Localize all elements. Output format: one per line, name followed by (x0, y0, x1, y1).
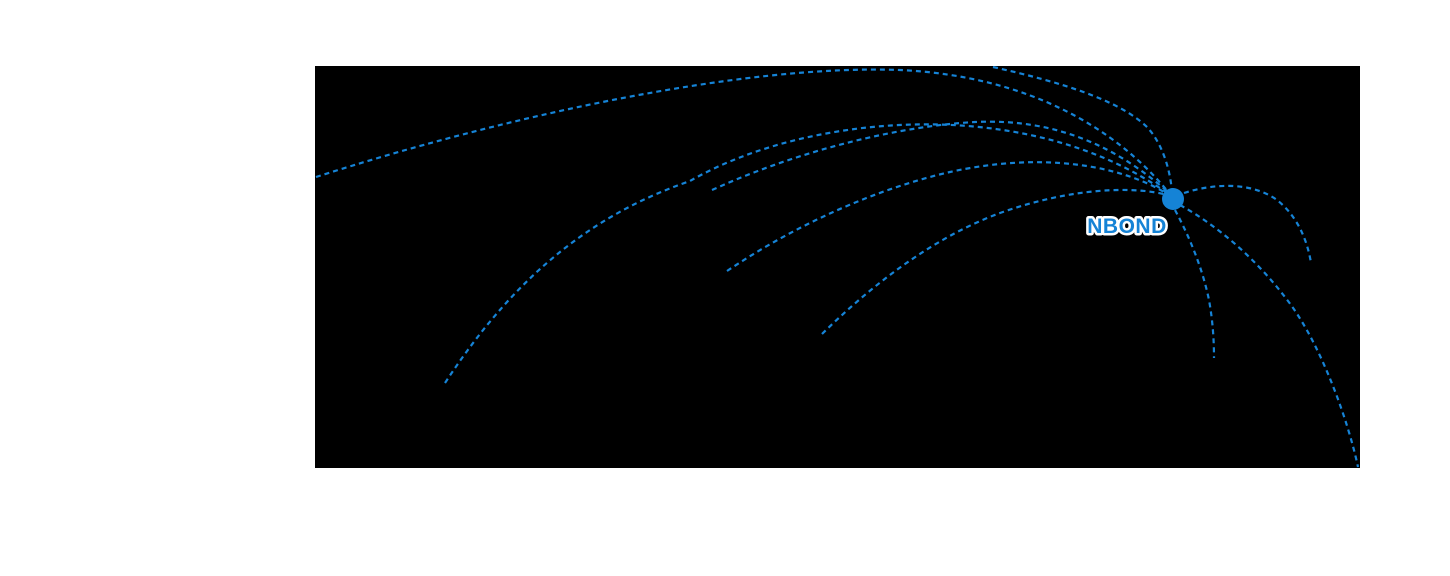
node-nbond[interactable] (1162, 188, 1184, 210)
edge-down-short (1174, 209, 1216, 359)
edge-left-long-arc (315, 68, 1170, 194)
edge-lower-left-arc (444, 123, 1168, 384)
node-nbond-label: NBOND (1087, 215, 1167, 238)
edge-top-steep (992, 66, 1174, 193)
edge-mid-upper-arc (711, 120, 1169, 193)
edge-mid-lower-arc (821, 188, 1172, 335)
plot-background (315, 66, 1360, 468)
edge-right-hook (1183, 184, 1313, 264)
edge-mid-arc (726, 161, 1170, 272)
edges-group (315, 66, 1360, 468)
